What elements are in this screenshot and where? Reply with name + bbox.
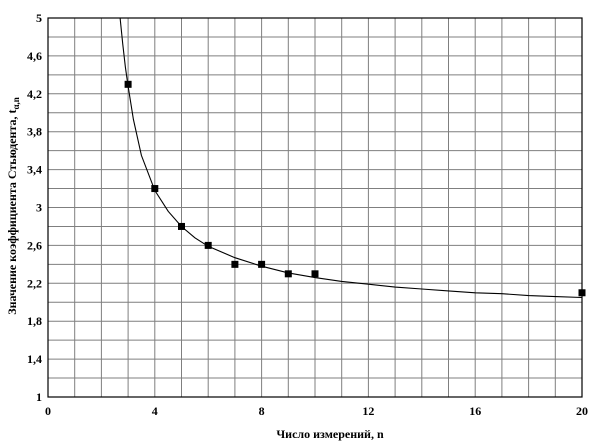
- y-tick-label: 3: [36, 201, 42, 215]
- y-tick-label: 5: [36, 11, 42, 25]
- y-tick-label: 4,2: [27, 87, 42, 101]
- y-tick-label: 3,8: [27, 125, 42, 139]
- y-tick-label: 2,2: [27, 276, 42, 290]
- x-tick-label: 12: [362, 404, 374, 418]
- data-points: [124, 80, 586, 297]
- y-tick-label: 3,4: [27, 163, 42, 177]
- data-point: [311, 270, 319, 278]
- grid: [47, 17, 583, 398]
- y-tick-label: 1,4: [27, 352, 42, 366]
- y-axis-title: Значение коэффициента Стьюдента, tα,n: [5, 97, 21, 315]
- data-point: [178, 222, 185, 230]
- data-point: [284, 270, 292, 278]
- x-tick-label: 8: [259, 404, 265, 418]
- x-tick-label: 4: [152, 404, 158, 418]
- x-axis-title: Число измерений, n: [276, 427, 384, 441]
- data-point: [578, 289, 586, 297]
- y-tick-label: 2,6: [27, 238, 42, 252]
- y-tick-labels: 1 1,4 1,8 2,2 2,6 3 3,4 3,8 4,2 4,6 5: [27, 11, 42, 404]
- x-tick-label: 20: [576, 404, 588, 418]
- y-tick-label: 4,6: [27, 49, 42, 63]
- fit-curve: [119, 17, 583, 299]
- plot-frame: [47, 17, 583, 398]
- y-tick-label: 1,8: [27, 314, 42, 328]
- data-point: [204, 241, 212, 249]
- x-tick-labels: 0 4 8 12 16 20: [45, 404, 588, 418]
- data-point: [151, 185, 159, 193]
- data-point: [258, 260, 266, 268]
- y-tick-label: 1: [36, 390, 42, 404]
- data-point: [231, 260, 239, 268]
- data-point: [124, 80, 132, 88]
- x-tick-label: 16: [469, 404, 481, 418]
- x-tick-label: 0: [45, 404, 51, 418]
